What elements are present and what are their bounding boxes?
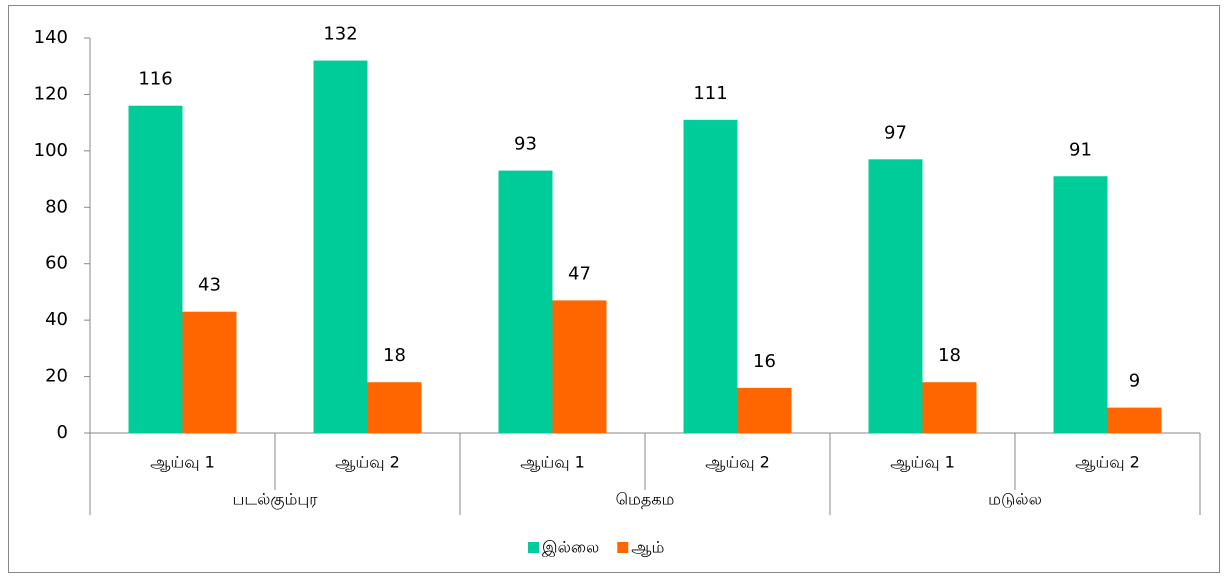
data-label: 93 — [514, 134, 537, 155]
bar — [922, 382, 977, 433]
data-label: 47 — [568, 263, 591, 284]
y-tick-label: 80 — [45, 196, 68, 217]
y-tick-label: 0 — [57, 422, 68, 443]
bar — [1053, 176, 1108, 433]
bar — [683, 119, 738, 434]
y-tick-label: 120 — [34, 83, 68, 104]
x-tick-label: ஆய்வு 1 — [520, 453, 585, 472]
data-label: 97 — [884, 122, 907, 143]
bar — [182, 311, 237, 433]
group-label: படல்கும்புர — [232, 490, 318, 510]
x-tick-label: ஆய்வு 2 — [1075, 453, 1140, 472]
data-label: 111 — [693, 83, 727, 104]
y-tick-label: 100 — [34, 140, 68, 161]
y-tick-label: 40 — [45, 309, 68, 330]
bar — [128, 105, 183, 433]
data-label: 18 — [383, 345, 406, 366]
x-tick-label: ஆய்வு 2 — [335, 453, 400, 472]
chart-border — [8, 5, 1220, 573]
group-label: மடுல்ல — [988, 490, 1042, 509]
legend-label: இல்லை — [542, 538, 599, 558]
bar — [498, 170, 553, 433]
legend-swatch — [617, 542, 629, 553]
y-tick-label: 60 — [45, 253, 68, 274]
legend-swatch — [528, 542, 539, 553]
data-label: 132 — [323, 24, 357, 45]
x-tick-label: ஆய்வு 1 — [890, 453, 955, 472]
data-label: 18 — [938, 345, 961, 366]
x-tick-label: ஆய்வு 1 — [150, 453, 215, 472]
y-tick-label: 20 — [45, 366, 68, 387]
x-tick-label: ஆய்வு 2 — [705, 453, 770, 472]
bar — [737, 387, 792, 433]
bar — [313, 60, 368, 433]
bar — [367, 382, 422, 433]
y-tick-label: 140 — [34, 27, 68, 48]
group-label: மெதகம — [616, 490, 675, 509]
data-label: 91 — [1069, 139, 1092, 160]
legend-label: ஆம் — [631, 538, 664, 557]
bar — [868, 159, 923, 434]
bar — [552, 300, 607, 433]
data-label: 9 — [1129, 371, 1140, 392]
bar — [1107, 407, 1162, 433]
data-label: 16 — [753, 351, 776, 372]
data-label: 116 — [138, 69, 172, 90]
data-label: 43 — [198, 275, 221, 296]
